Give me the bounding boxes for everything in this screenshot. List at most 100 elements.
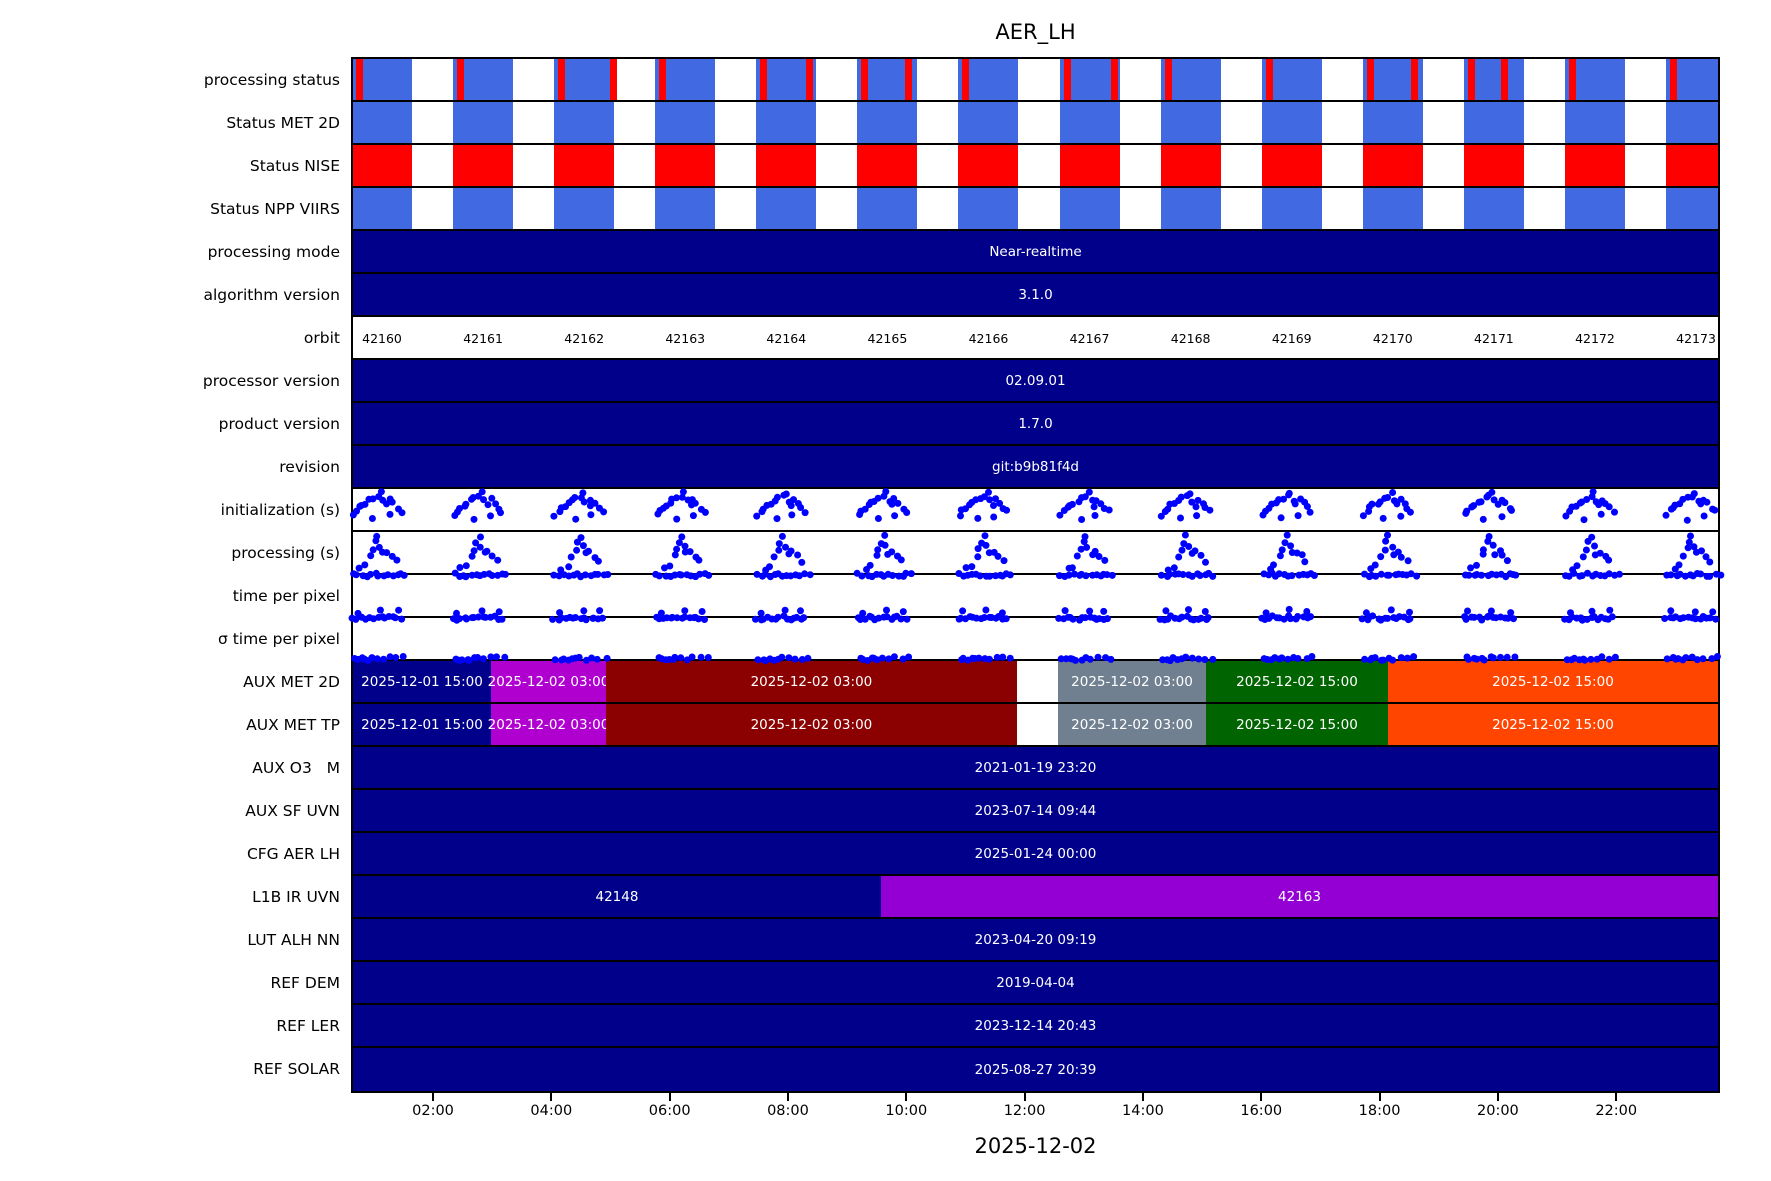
row-l1b-ir-uvn: 42148 42163 <box>353 876 1718 919</box>
status-block <box>1463 102 1524 143</box>
status-block <box>1261 102 1322 143</box>
value-text-algorithm-version: 3.1.0 <box>1018 286 1053 303</box>
row-label-status-met-2d: Status MET 2D <box>226 114 340 132</box>
x-axis-tick <box>432 1093 435 1101</box>
x-axis-tick-label: 12:00 <box>1003 1103 1046 1119</box>
status-block <box>958 188 1019 229</box>
row-revision: git:b9b81f4d <box>353 446 1718 489</box>
x-axis-tick-label: 14:00 <box>1122 1103 1164 1119</box>
orbit-number: 42170 <box>1372 331 1413 346</box>
status-block <box>857 188 918 229</box>
chart-title: AER_LH <box>995 20 1076 44</box>
error-stripe <box>1265 59 1273 100</box>
segment-aux-met-tp <box>1016 704 1058 745</box>
segment-text: 42163 <box>1278 888 1321 905</box>
row-orbit: 42160 42161 42162 42163 42164 42165 42166 42167… <box>353 317 1718 360</box>
status-block <box>1564 145 1625 186</box>
x-axis-tick <box>668 1093 671 1101</box>
x-axis-tick <box>786 1093 789 1101</box>
status-block <box>353 102 412 143</box>
row-aux-met-2d: 2025-12-01 15:00 2025-12-02 03:00 2025-12-… <box>353 661 1718 704</box>
row-lut-alh-nn: 2023-04-20 09:19 <box>353 919 1718 962</box>
error-stripe <box>1110 59 1118 100</box>
value-text-aux-sf-uvn: 2023-07-14 09:44 <box>974 802 1097 819</box>
x-axis-tick-label: 20:00 <box>1476 1103 1519 1119</box>
orbit-number: 42169 <box>1271 331 1312 346</box>
segment-aux-met-tp: 2025-12-01 15:00 <box>353 704 491 745</box>
segment-aux-met-tp: 2025-12-02 15:00 <box>1387 704 1718 745</box>
status-block <box>554 145 615 186</box>
value-bar-algorithm-version: 3.1.0 <box>353 274 1718 315</box>
status-block <box>1362 102 1423 143</box>
status-block <box>958 102 1019 143</box>
x-axis-tick <box>1496 1093 1499 1101</box>
status-block <box>1666 145 1718 186</box>
row-aux-sf-uvn: 2023-07-14 09:44 <box>353 790 1718 833</box>
value-bar-processor-version: 02.09.01 <box>353 360 1718 401</box>
row-label-aux-sf-uvn: AUX SF UVN <box>245 802 340 820</box>
status-block <box>1160 102 1221 143</box>
status-block <box>1362 145 1423 186</box>
status-block <box>1160 188 1221 229</box>
status-block <box>857 145 918 186</box>
value-bar-aux-sf-uvn: 2023-07-14 09:44 <box>353 790 1718 831</box>
row-product-version: 1.7.0 <box>353 403 1718 446</box>
error-stripe <box>1063 59 1071 100</box>
error-stripe <box>905 59 913 100</box>
segment-text: 42148 <box>595 888 639 905</box>
error-stripe <box>609 59 617 100</box>
row-label-aux-o3-m: AUX O3 M <box>252 759 340 777</box>
x-axis-date-label: 2025-12-02 <box>974 1134 1097 1158</box>
status-block <box>453 145 514 186</box>
segment-text: 2025-12-02 15:00 <box>1492 673 1614 690</box>
x-axis-tick <box>1615 1093 1618 1101</box>
segment-aux-met-2d: 2025-12-02 03:00 <box>1058 661 1206 702</box>
error-stripe <box>457 59 465 100</box>
status-block <box>655 188 716 229</box>
status-block <box>756 145 817 186</box>
value-text-ref-ler: 2023-12-14 20:43 <box>974 1017 1097 1034</box>
status-block <box>453 102 514 143</box>
x-axis-tick-label: 06:00 <box>648 1103 691 1119</box>
row-ref-dem: 2019-04-04 <box>353 962 1718 1005</box>
segment-text: 2025-12-02 03:00 <box>1071 716 1193 733</box>
status-block <box>1666 188 1718 229</box>
value-text-lut-alh-nn: 2023-04-20 09:19 <box>974 931 1097 948</box>
status-block <box>554 188 615 229</box>
row-label-orbit: orbit <box>303 329 340 347</box>
row-label-status-npp-viirs: Status NPP VIIRS <box>210 200 340 218</box>
x-axis-tick <box>1260 1093 1263 1101</box>
segment-text: 2025-12-02 03:00 <box>1071 673 1193 690</box>
error-stripe <box>659 59 667 100</box>
row-algorithm-version: 3.1.0 <box>353 274 1718 317</box>
value-bar-lut-alh-nn: 2023-04-20 09:19 <box>353 919 1718 960</box>
segment-text: 2025-12-02 03:00 <box>750 716 873 733</box>
segment-l1b-ir-uvn: 42148 <box>353 876 881 917</box>
row-label-aux-met-tp: AUX MET TP <box>246 716 340 734</box>
row-processor-version: 02.09.01 <box>353 360 1718 403</box>
segment-text: 2025-12-02 03:00 <box>750 673 873 690</box>
row-processing-s <box>353 532 1718 575</box>
segment-aux-met-2d: 2025-12-01 15:00 <box>353 661 491 702</box>
error-stripe <box>1366 59 1374 100</box>
orbit-number: 42160 <box>362 331 402 346</box>
status-block <box>554 102 615 143</box>
segment-text: 2025-12-02 03:00 <box>487 716 610 733</box>
segment-l1b-ir-uvn: 42163 <box>880 876 1718 917</box>
x-axis-tick-label: 18:00 <box>1358 1103 1401 1119</box>
row-status-nise <box>353 145 1718 188</box>
row-label-ref-solar: REF SOLAR <box>253 1060 340 1078</box>
row-processing-status <box>353 59 1718 102</box>
x-axis-tick <box>905 1093 908 1101</box>
segment-text: 2025-12-02 15:00 <box>1236 716 1358 733</box>
row-time-per-pixel <box>353 575 1718 618</box>
error-stripe <box>1164 59 1172 100</box>
row-label-initialization-s: initialization (s) <box>220 501 340 519</box>
status-block <box>958 145 1019 186</box>
plot-area: Near-realtime 3.1.0 42160 42161 42162 42163 42… <box>351 57 1720 1093</box>
value-bar-processing-mode: Near-realtime <box>353 231 1718 272</box>
orbit-number: 42166 <box>968 331 1009 346</box>
error-stripe <box>1467 59 1475 100</box>
orbit-number: 42167 <box>1069 331 1110 346</box>
orbit-number: 42164 <box>766 331 807 346</box>
